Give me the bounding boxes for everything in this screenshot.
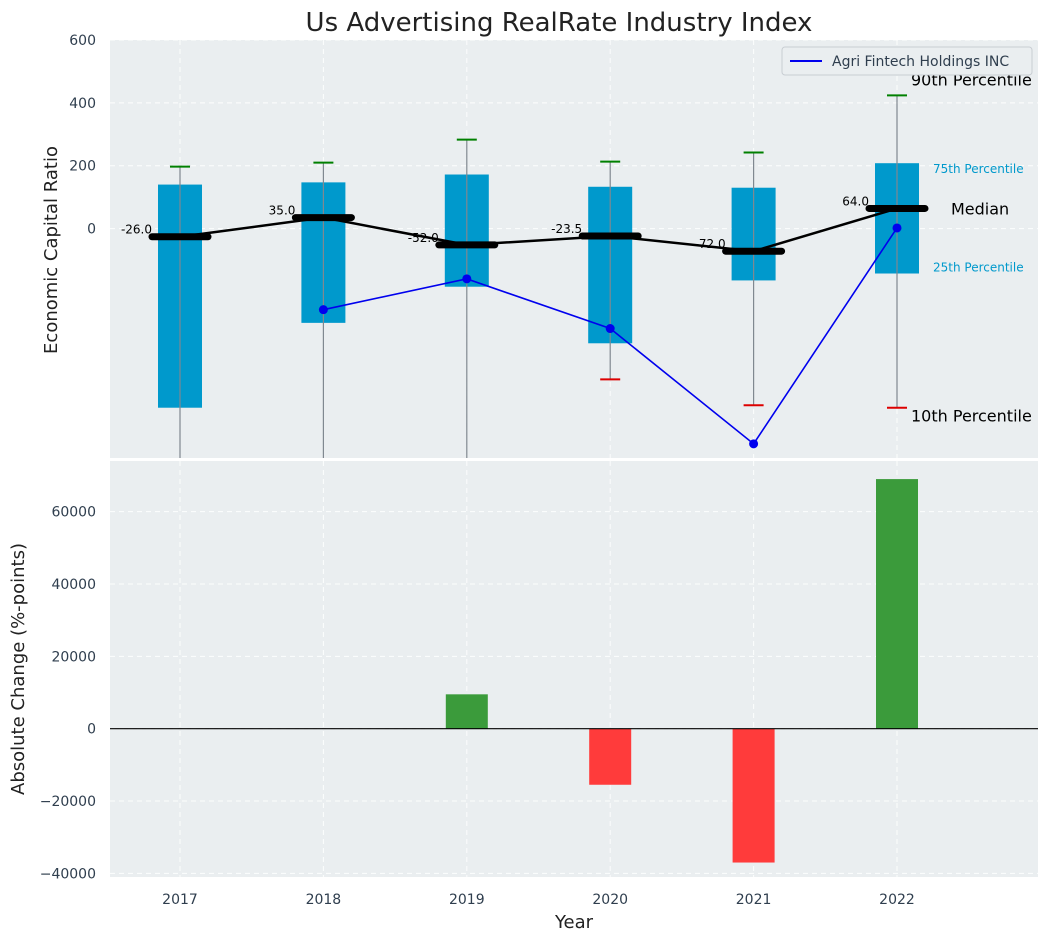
median-value-label: 35.0 bbox=[269, 204, 296, 218]
change-bar bbox=[445, 694, 488, 729]
x-tick-label: 2018 bbox=[306, 892, 342, 908]
top-y-ticks: 0 200 400 600 bbox=[69, 33, 96, 238]
top-y-tick-label: 0 bbox=[87, 222, 96, 238]
annotation-10th: 10th Percentile bbox=[911, 407, 1032, 426]
legend-box bbox=[781, 46, 1033, 76]
median-value-label: -52.0 bbox=[408, 231, 439, 245]
bottom-y-tick-label: 60000 bbox=[51, 505, 96, 521]
top-y-tick-label: 400 bbox=[69, 96, 96, 112]
bar-group bbox=[110, 479, 1038, 863]
bottom-y-tick-label: 20000 bbox=[51, 649, 96, 665]
top-y-tick-label: 200 bbox=[69, 159, 96, 175]
x-ticks: 2017 2018 2019 2020 2021 2022 bbox=[162, 892, 915, 908]
bottom-y-tick-label: −40000 bbox=[40, 866, 96, 882]
company-point bbox=[892, 223, 902, 233]
change-bar bbox=[732, 728, 775, 863]
change-bar bbox=[876, 479, 918, 729]
annotation-25th: 25th Percentile bbox=[933, 261, 1024, 275]
company-point bbox=[749, 439, 759, 449]
bottom-y-tick-label: 40000 bbox=[51, 577, 96, 593]
x-tick-label: 2021 bbox=[736, 892, 772, 908]
chart-title: Us Advertising RealRate Industry Index bbox=[306, 8, 813, 38]
bottom-y-tick-label: 0 bbox=[87, 722, 96, 738]
x-tick-label: 2020 bbox=[592, 892, 628, 908]
top-y-tick-label: 600 bbox=[69, 33, 96, 49]
box-plot-group: -26.0 35.0 -52.0 -23.5 -72.0 64.0 bbox=[121, 94, 929, 458]
median-value-label: -26.0 bbox=[121, 223, 152, 237]
company-point bbox=[318, 305, 328, 315]
x-axis-label: Year bbox=[554, 912, 594, 933]
median-value-label: -23.5 bbox=[551, 222, 582, 236]
annotation-median: Median bbox=[951, 199, 1009, 218]
median-value-label: -72.0 bbox=[695, 237, 726, 251]
bottom-y-ticks: −40000 −20000 0 20000 40000 60000 bbox=[40, 505, 96, 883]
legend: Agri Fintech Holdings INC bbox=[781, 46, 1033, 76]
bottom-y-tick-label: −20000 bbox=[40, 794, 96, 810]
change-bar bbox=[589, 728, 632, 785]
x-tick-label: 2022 bbox=[879, 892, 915, 908]
median-value-label: 64.0 bbox=[842, 194, 869, 208]
company-point bbox=[605, 324, 615, 334]
annotation-75th: 75th Percentile bbox=[933, 162, 1024, 176]
legend-entry-company: Agri Fintech Holdings INC bbox=[832, 54, 1009, 70]
x-tick-label: 2019 bbox=[449, 892, 485, 908]
top-y-axis-label: Economic Capital Ratio bbox=[41, 146, 62, 354]
company-point bbox=[462, 274, 472, 284]
x-tick-label: 2017 bbox=[162, 892, 198, 908]
bottom-y-axis-label: Absolute Change (%-points) bbox=[8, 543, 29, 795]
